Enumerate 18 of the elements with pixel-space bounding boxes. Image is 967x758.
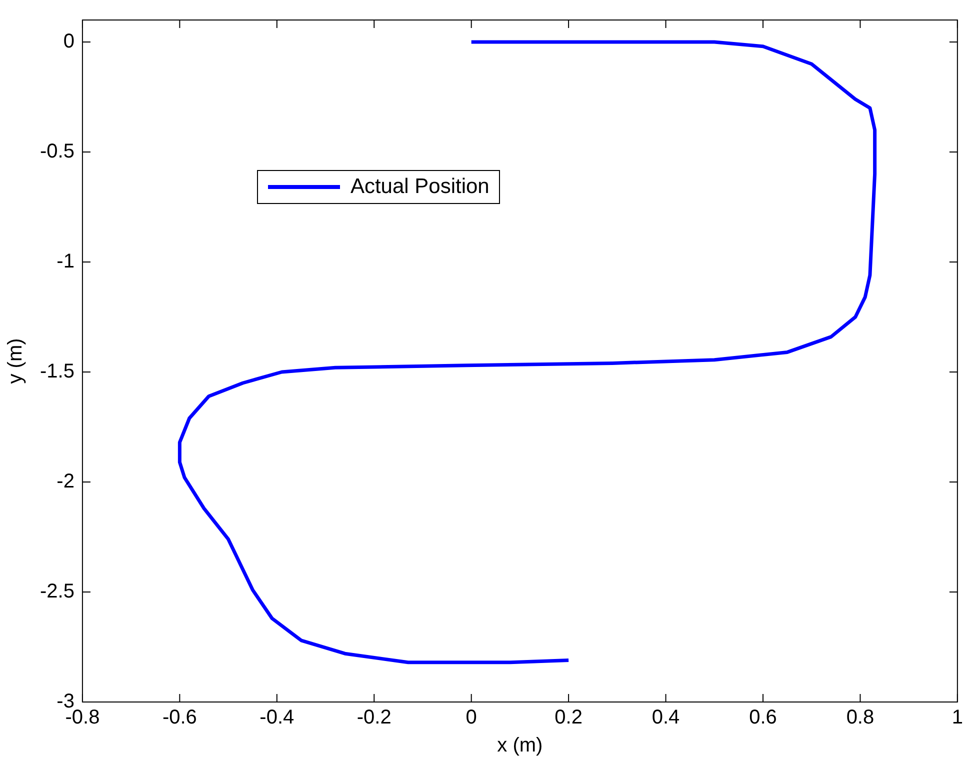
x-tick-label: -0.6 (162, 706, 197, 729)
y-tick-label: 0 (63, 30, 74, 53)
y-tick-label: -2 (56, 470, 74, 493)
y-tick-label: -0.5 (40, 140, 74, 163)
y-tick-label: -1.5 (40, 360, 74, 383)
y-axis-title: y (m) (4, 338, 27, 384)
x-tick-label: 0.2 (554, 706, 582, 729)
x-axis-title: x (m) (497, 734, 543, 757)
y-tick-label: -2.5 (40, 580, 74, 603)
legend-label: Actual Position (350, 175, 490, 199)
y-tick-label: -1 (56, 250, 74, 273)
x-tick-label: 0.8 (846, 706, 874, 729)
x-tick-label: 0.6 (749, 706, 777, 729)
x-tick-label: 1 (952, 706, 963, 729)
x-tick-label: -0.2 (356, 706, 392, 729)
x-tick-label: -0.4 (260, 706, 294, 729)
x-tick-label: 0.4 (652, 706, 680, 729)
x-tick-label: 0 (466, 706, 477, 729)
